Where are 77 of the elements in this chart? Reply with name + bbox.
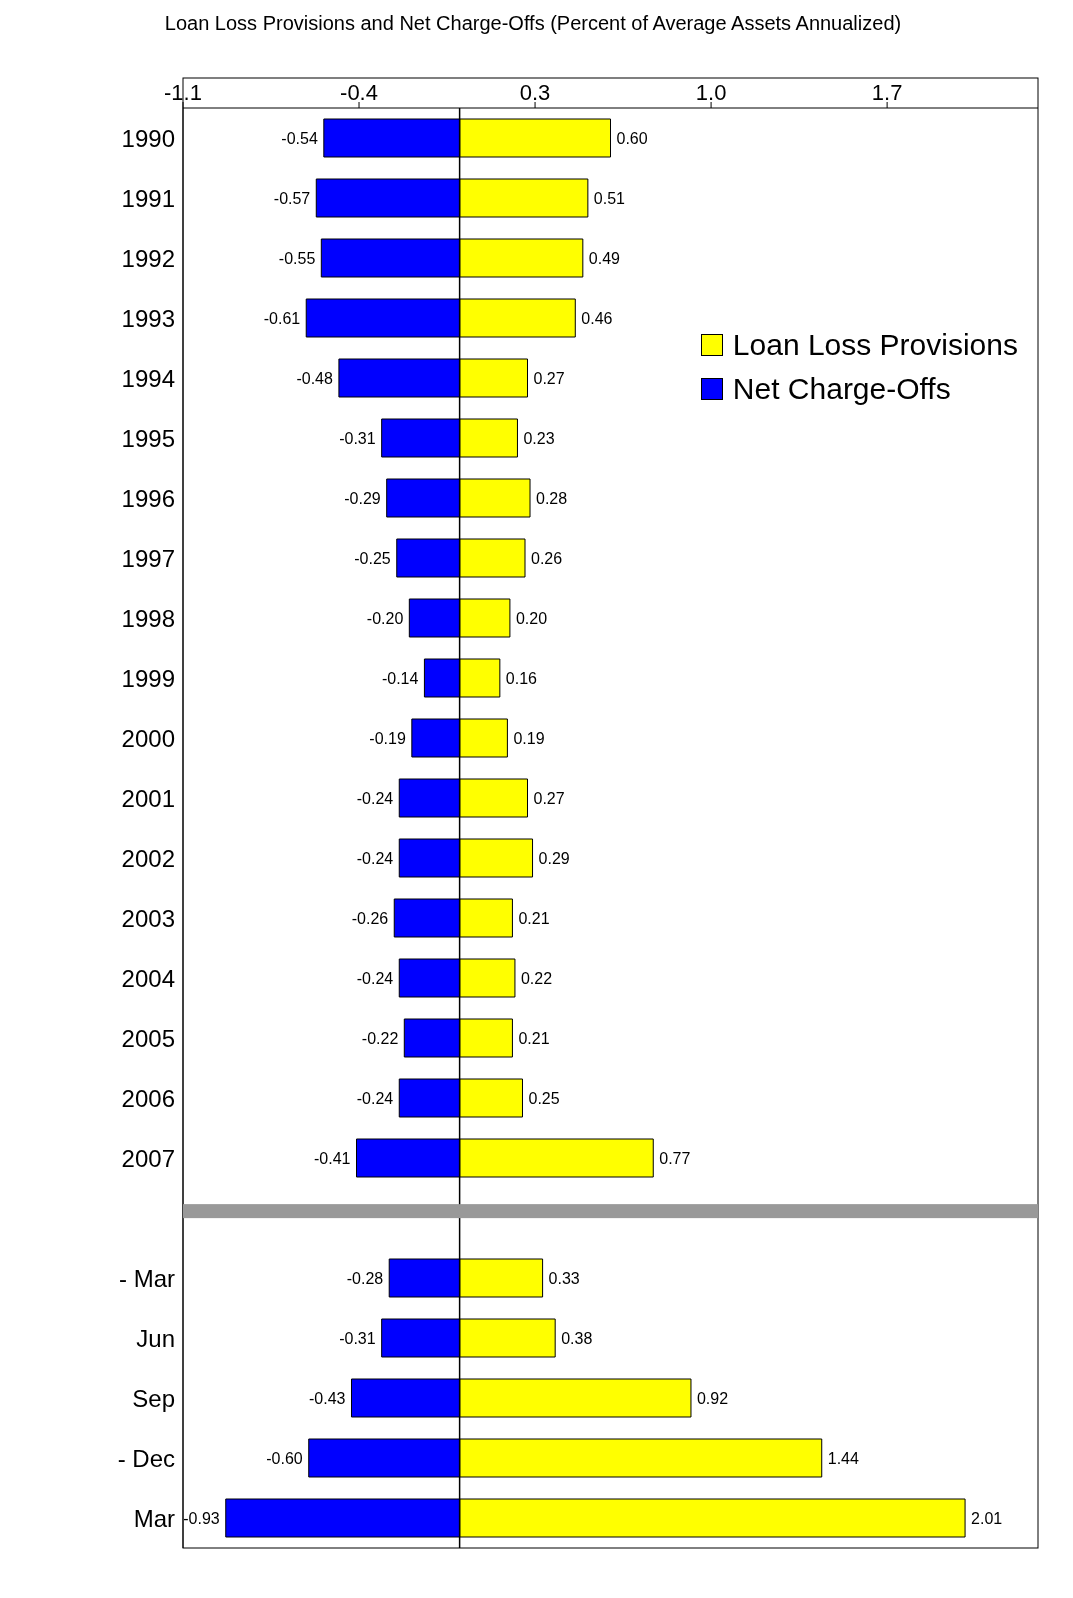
data-label: -0.24 bbox=[356, 850, 394, 867]
data-label: -0.55 bbox=[278, 250, 316, 267]
data-label: -0.28 bbox=[346, 1270, 384, 1287]
y-tick-label: Jun bbox=[136, 1324, 175, 1352]
x-tick-label: 0.3 bbox=[519, 80, 551, 105]
data-label: 0.21 bbox=[518, 1030, 550, 1047]
y-tick-label: 1999 bbox=[121, 664, 175, 692]
data-label: -0.24 bbox=[356, 1090, 394, 1107]
x-tick-label: -1.1 bbox=[164, 80, 202, 105]
data-label: 0.51 bbox=[593, 190, 626, 207]
y-tick-label: 1993 bbox=[121, 304, 175, 332]
data-label: 0.46 bbox=[581, 310, 613, 327]
y-tick-label: 1998 bbox=[121, 604, 175, 632]
data-label: 0.19 bbox=[513, 730, 545, 747]
data-label: 0.92 bbox=[696, 1390, 729, 1407]
legend-label: Loan Loss Provisions bbox=[732, 327, 1018, 363]
data-label: 0.27 bbox=[533, 790, 565, 807]
y-tick-label: - Mar bbox=[119, 1264, 175, 1292]
y-tick-label: 1990 bbox=[121, 124, 175, 152]
data-label: -0.24 bbox=[356, 970, 394, 987]
data-label: 0.28 bbox=[536, 490, 568, 507]
data-label: 0.21 bbox=[518, 910, 550, 927]
data-label: 0.22 bbox=[520, 970, 553, 987]
data-label: 0.27 bbox=[533, 370, 565, 387]
data-label: -0.14 bbox=[381, 670, 419, 687]
data-label: 1.44 bbox=[827, 1450, 859, 1467]
data-label: -0.60 bbox=[266, 1450, 303, 1467]
data-label: -0.19 bbox=[369, 730, 406, 747]
data-label: -0.20 bbox=[366, 610, 404, 627]
data-label: 0.26 bbox=[531, 550, 563, 567]
data-label: -0.25 bbox=[354, 550, 391, 567]
y-tick-label: 2006 bbox=[121, 1084, 175, 1112]
y-tick-label: 2003 bbox=[121, 904, 175, 932]
y-tick-label: 2000 bbox=[121, 724, 175, 752]
y-tick-label: 1994 bbox=[121, 364, 175, 392]
data-label: -0.48 bbox=[296, 370, 334, 387]
data-label: -0.93 bbox=[183, 1510, 220, 1527]
y-tick-label: 2001 bbox=[121, 784, 175, 812]
y-tick-label: 1995 bbox=[121, 424, 175, 452]
y-tick-label: 2007 bbox=[121, 1144, 175, 1172]
y-tick-label: 1991 bbox=[121, 184, 175, 212]
x-tick-label: 1.0 bbox=[695, 80, 727, 105]
data-label: 0.77 bbox=[659, 1150, 691, 1167]
data-label: 0.33 bbox=[548, 1270, 580, 1287]
data-label: -0.26 bbox=[351, 910, 389, 927]
x-tick-label: 1.7 bbox=[871, 80, 903, 105]
data-label: 0.49 bbox=[588, 250, 621, 267]
data-label: -0.31 bbox=[339, 430, 376, 447]
data-label: -0.41 bbox=[314, 1150, 351, 1167]
y-tick-label: 1992 bbox=[121, 244, 175, 272]
data-label: 0.16 bbox=[505, 670, 538, 687]
data-label: -0.54 bbox=[281, 130, 318, 147]
data-label: -0.43 bbox=[309, 1390, 346, 1407]
y-tick-label: 2004 bbox=[121, 964, 175, 992]
data-label: 0.23 bbox=[523, 430, 555, 447]
data-label: 0.60 bbox=[616, 130, 648, 147]
data-label: -0.61 bbox=[263, 310, 301, 327]
y-tick-label: 1997 bbox=[121, 544, 175, 572]
y-tick-label: Mar bbox=[133, 1504, 175, 1532]
x-tick-label: -0.4 bbox=[340, 80, 378, 105]
data-label: -0.29 bbox=[344, 490, 381, 507]
data-label: 0.29 bbox=[538, 850, 570, 867]
data-label: -0.57 bbox=[273, 190, 311, 207]
data-label: -0.24 bbox=[356, 790, 394, 807]
data-label: 0.25 bbox=[528, 1090, 560, 1107]
y-tick-label: 1996 bbox=[121, 484, 175, 512]
legend-label: Net Charge-Offs bbox=[732, 371, 951, 407]
y-tick-label: - Dec bbox=[117, 1444, 175, 1472]
data-label: -0.22 bbox=[361, 1030, 399, 1047]
data-label: 2.01 bbox=[971, 1510, 1003, 1527]
chart-title: Loan Loss Provisions and Net Charge-Offs (Percent of Average Assets Annualized) bbox=[163, 11, 903, 36]
y-tick-label: Sep bbox=[132, 1384, 175, 1412]
data-label: 0.38 bbox=[561, 1330, 593, 1347]
data-label: 0.20 bbox=[515, 610, 548, 627]
y-tick-label: 2002 bbox=[121, 844, 175, 872]
data-label: -0.31 bbox=[339, 1330, 376, 1347]
y-tick-label: 2005 bbox=[121, 1024, 175, 1052]
